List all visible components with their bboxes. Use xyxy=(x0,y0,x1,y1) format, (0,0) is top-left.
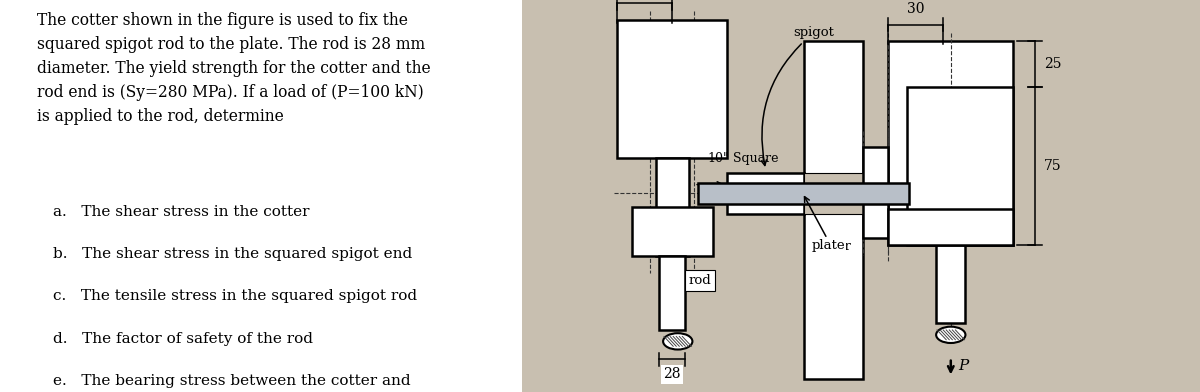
Bar xyxy=(907,87,1013,245)
Text: d.   The factor of safety of the rod: d. The factor of safety of the rod xyxy=(54,332,313,346)
Bar xyxy=(888,41,1013,245)
Text: cotter: cotter xyxy=(804,197,851,253)
Text: b.   The shear stress in the squared spigot end: b. The shear stress in the squared spigo… xyxy=(54,247,413,261)
Text: The cotter shown in the figure is used to fix the
squared spigot rod to the plat: The cotter shown in the figure is used t… xyxy=(37,12,431,125)
Text: 10": 10" xyxy=(707,152,728,165)
Bar xyxy=(727,173,804,214)
Text: plate: plate xyxy=(811,238,845,252)
Bar xyxy=(804,41,863,379)
Bar xyxy=(888,209,1013,245)
Bar xyxy=(655,158,689,256)
Text: 75: 75 xyxy=(1044,159,1062,173)
Bar xyxy=(698,183,908,204)
Text: Square: Square xyxy=(733,152,779,165)
Text: 28: 28 xyxy=(664,368,682,381)
Ellipse shape xyxy=(936,327,966,343)
Ellipse shape xyxy=(664,333,692,350)
Text: P: P xyxy=(958,359,968,373)
Text: e.   The bearing stress between the cotter and
        the squared spigot end: e. The bearing stress between the cotter… xyxy=(54,374,412,392)
Text: rod: rod xyxy=(689,274,712,287)
Text: a.   The shear stress in the cotter: a. The shear stress in the cotter xyxy=(54,205,310,219)
Bar xyxy=(804,173,863,214)
Text: 30: 30 xyxy=(907,2,925,16)
Text: spigot: spigot xyxy=(761,26,834,165)
Bar xyxy=(632,207,713,256)
Bar xyxy=(617,20,727,158)
Bar xyxy=(936,245,966,323)
Bar xyxy=(800,183,866,204)
Bar xyxy=(660,256,685,330)
Text: 25: 25 xyxy=(1044,57,1062,71)
Text: c.   The tensile stress in the squared spigot rod: c. The tensile stress in the squared spi… xyxy=(54,289,418,303)
Bar xyxy=(863,147,888,238)
